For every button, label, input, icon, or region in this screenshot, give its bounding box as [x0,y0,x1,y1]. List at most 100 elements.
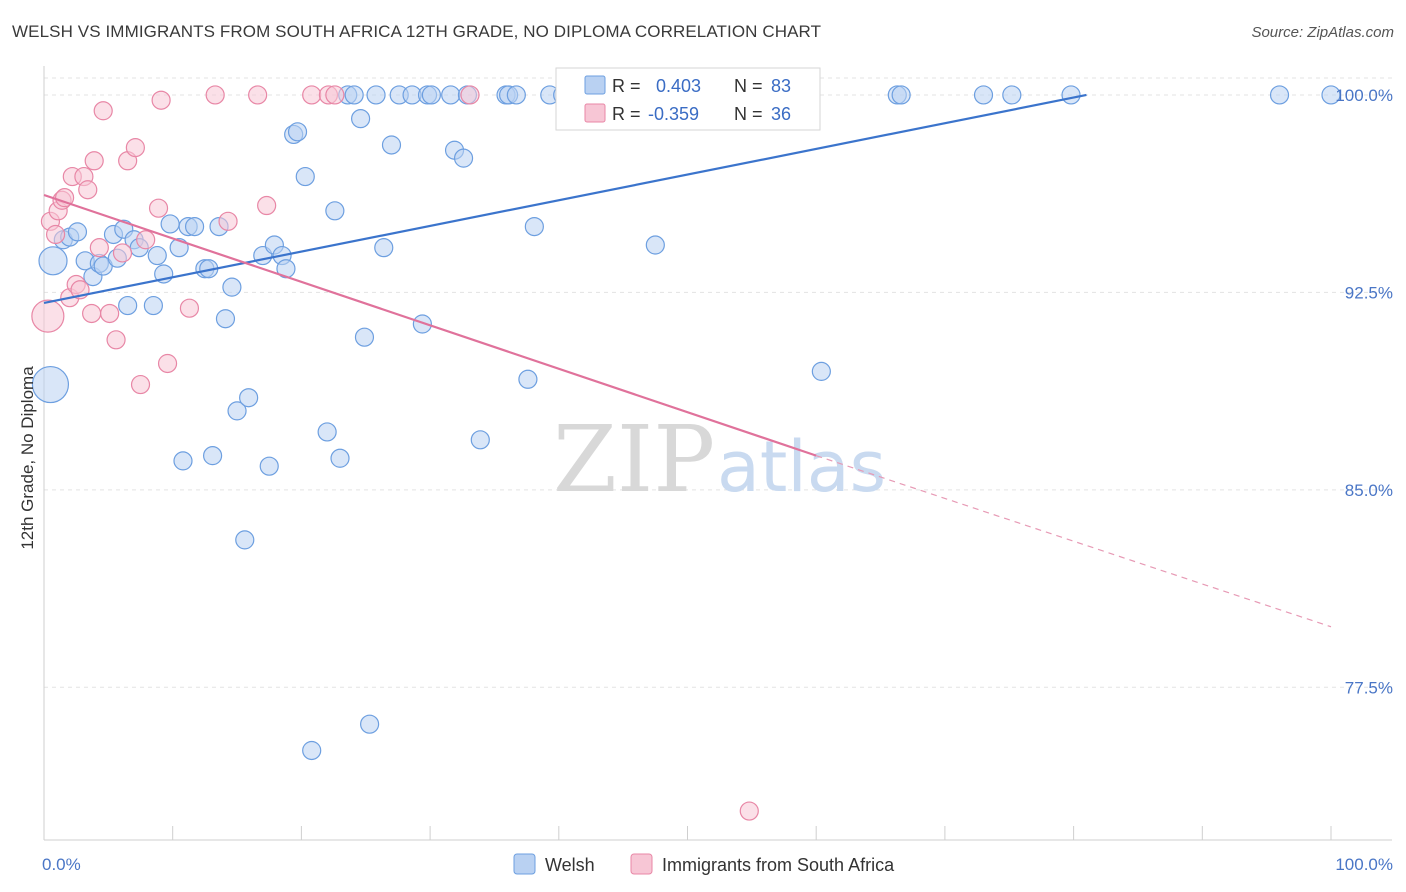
welsh-point [351,109,371,129]
welsh-point [441,85,461,105]
south-africa-point [205,85,225,105]
chart-title: WELSH VS IMMIGRANTS FROM SOUTH AFRICA 12… [12,22,822,41]
welsh-point [302,740,322,761]
welsh-point [1269,85,1290,105]
welsh-point [31,365,70,404]
welsh-point [239,388,259,408]
welsh-point [325,201,345,221]
welsh-point [259,456,279,476]
y-tick-label: 100.0% [1335,86,1393,105]
legend-r-value-south-africa: -0.359 [648,104,699,124]
south-africa-point [89,238,109,258]
welsh-point [344,85,364,105]
welsh-point [412,314,432,334]
welsh-point [38,246,68,276]
bottom-legend-swatch-welsh [513,853,536,875]
south-africa-point [257,195,277,216]
x-tick-label: 0.0% [42,855,81,874]
welsh-point [366,85,386,105]
legend-r-label-south-africa: R = [612,104,641,124]
welsh-point [215,309,236,329]
welsh-point [67,222,88,242]
south-africa-point [54,188,75,208]
south-africa-point [218,211,238,231]
welsh-point [645,235,665,255]
south-africa-point [460,85,480,105]
correlation-legend: R = 0.403 N = 83 R = -0.359 N = 36 [555,67,821,131]
welsh-point [374,238,394,258]
south-africa-point [31,299,65,333]
south-africa-point [179,298,200,318]
welsh-point [453,148,474,168]
south-africa-point [148,198,169,218]
legend-r-label-welsh: R = [612,76,641,96]
legend-swatch-south-africa [584,103,606,123]
welsh-trend-line [43,93,1087,305]
legend-r-value-welsh: 0.403 [656,76,701,96]
welsh-point [147,245,167,266]
welsh-point [330,448,350,468]
welsh-point [1061,85,1081,105]
south-africa-point [45,224,66,245]
welsh-point [524,216,544,237]
watermark-zip: ZIP [553,406,715,513]
legend-n-label-welsh: N = [734,76,763,96]
data-points [31,85,1341,821]
welsh-point [360,714,380,734]
welsh-point [143,295,163,316]
welsh-point [184,216,205,237]
south-africa-point [84,151,104,171]
welsh-point [160,214,180,234]
south-africa-point [112,243,133,263]
south-africa-point [130,374,151,395]
south-africa-point [125,138,145,158]
south-africa-point [325,85,345,105]
welsh-point [227,401,247,421]
y-tick-label: 85.0% [1345,481,1393,500]
y-tick-labels: 77.5% 85.0% 92.5% 100.0% [1335,86,1393,697]
south-africa-point [93,101,113,121]
bottom-legend-swatch-south-africa [630,853,653,875]
x-tick-labels: 0.0% 100.0% [42,855,1393,874]
south-africa-trend-line [43,193,817,457]
south-africa-point [82,303,102,324]
welsh-point [354,327,375,347]
legend-n-value-welsh: 83 [771,76,791,96]
bottom-legend-label-welsh: Welsh [545,855,595,875]
welsh-point [235,530,255,550]
welsh-point [381,135,402,155]
y-tick-label: 92.5% [1345,283,1393,302]
legend-n-label-south-africa: N = [734,104,763,124]
south-africa-point [302,85,322,105]
welsh-point [173,451,193,471]
welsh-point [518,369,538,389]
series-legend: Welsh Immigrants from South Africa [513,853,895,875]
welsh-point [317,422,337,442]
south-africa-trend-extension [816,455,1332,628]
welsh-point [202,446,223,466]
welsh-point [973,85,994,105]
y-tick-label: 77.5% [1345,678,1393,697]
watermark-atlas: atlas [717,426,886,508]
welsh-point [222,277,242,297]
south-africa-point [739,801,759,821]
welsh-point [811,361,831,381]
bottom-legend-label-south-africa: Immigrants from South Africa [662,855,895,875]
south-africa-point [151,90,171,110]
source-credit: Source: ZipAtlas.com [1251,24,1394,41]
south-africa-point [157,353,178,374]
south-africa-point [78,180,98,200]
legend-swatch-welsh [584,75,606,95]
south-africa-point [106,330,126,350]
south-africa-point [136,230,156,250]
watermark: ZIP atlas [553,406,886,513]
x-tick-label: 100.0% [1335,855,1393,874]
south-africa-point [248,85,268,105]
welsh-point [295,166,315,187]
welsh-point [470,430,490,450]
south-africa-point [100,303,120,324]
y-axis-label: 12th Grade, No Diploma [18,366,37,550]
welsh-point [1321,85,1341,105]
welsh-point [421,85,441,105]
